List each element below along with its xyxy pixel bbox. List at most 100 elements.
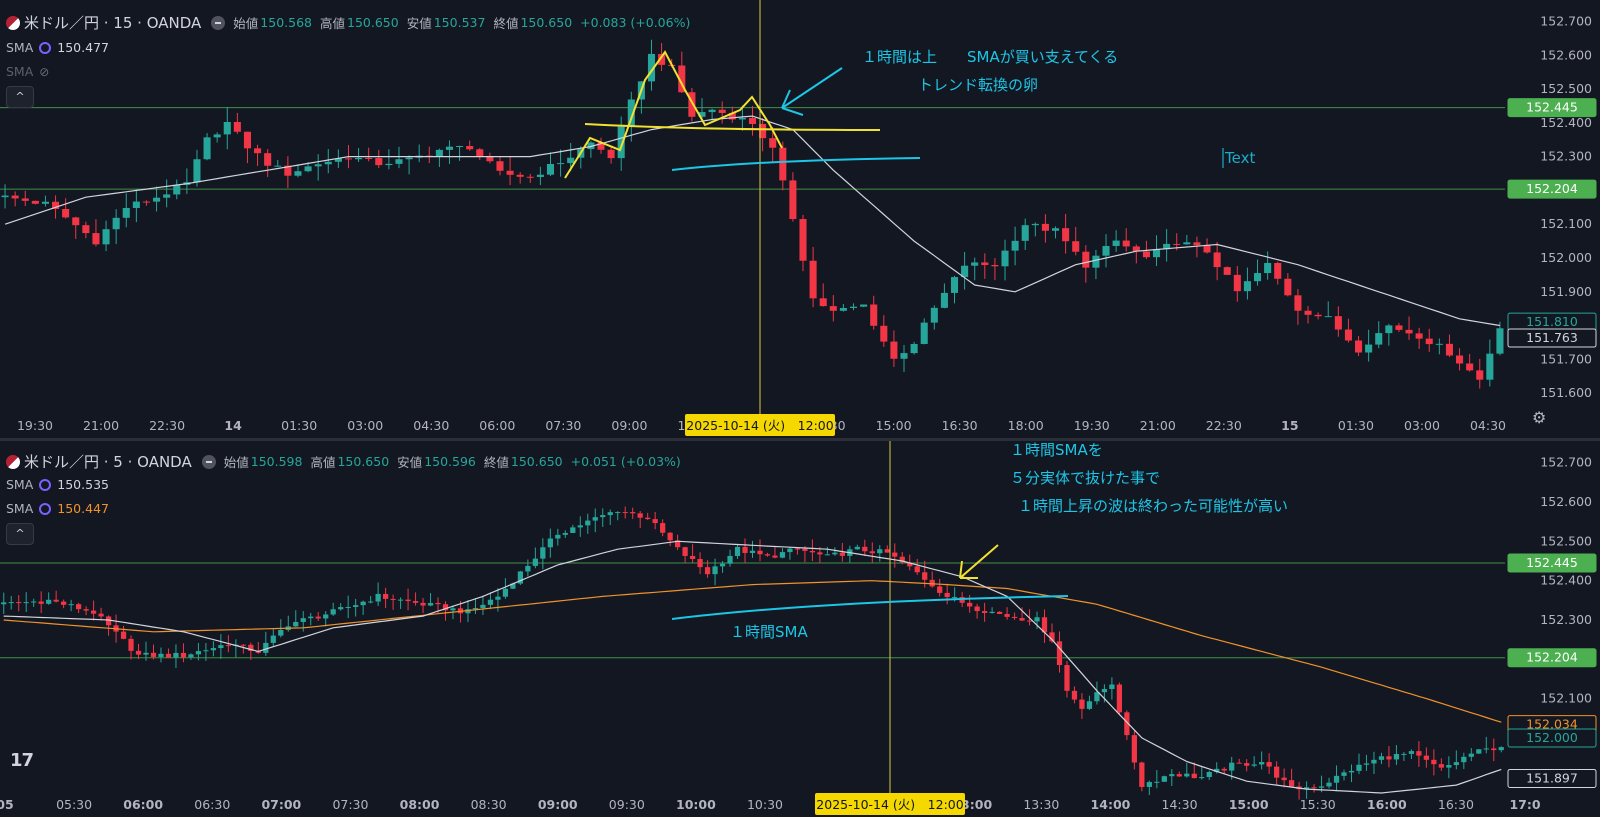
candle-body bbox=[506, 170, 514, 175]
price-tag-label: 152.445 bbox=[1526, 100, 1578, 115]
annotation-sma-line bbox=[671, 157, 921, 171]
symbol-title[interactable]: 米ドル／円 · 15 · OANDA bbox=[24, 14, 202, 32]
candle-body bbox=[532, 558, 538, 566]
indicator-sma-1[interactable]: SMA 150.535 bbox=[6, 477, 109, 492]
candle-body bbox=[375, 593, 381, 602]
candle-body bbox=[263, 642, 269, 653]
candle-chart-5m[interactable]: 152.700 152.600 152.500 152.400 152.300 152.1… bbox=[0, 441, 1600, 817]
candle-body bbox=[1206, 771, 1212, 778]
candle-body bbox=[502, 588, 509, 597]
collapse-legend-button[interactable]: ^ bbox=[6, 86, 34, 108]
change-value: +0.083 (+0.06%) bbox=[580, 15, 691, 30]
candle-body bbox=[1344, 329, 1352, 341]
candle-body bbox=[304, 166, 312, 172]
ohlc-close-value: 150.650 bbox=[510, 454, 563, 469]
candle-body bbox=[779, 147, 787, 181]
candle-body bbox=[1161, 776, 1167, 782]
y-tick-label: 152.400 bbox=[1540, 573, 1592, 588]
x-tick-label: 18:00 bbox=[1008, 418, 1044, 433]
candle-body bbox=[862, 546, 868, 552]
indicator-sma-1[interactable]: SMA 150.477 bbox=[6, 40, 109, 55]
candle-body bbox=[869, 551, 875, 554]
candle-body bbox=[1072, 241, 1080, 252]
x-tick-label: 10:00 bbox=[676, 797, 716, 812]
candle-body bbox=[570, 527, 576, 533]
candle-body bbox=[135, 650, 142, 655]
pane-divider[interactable] bbox=[0, 438, 1600, 441]
y-tick-label: 151.600 bbox=[1540, 385, 1592, 400]
candle-body bbox=[562, 532, 568, 535]
candle-body bbox=[940, 292, 948, 308]
candle-body bbox=[442, 604, 449, 611]
candle-body bbox=[1011, 616, 1018, 618]
indicator-value: 150.477 bbox=[57, 40, 109, 55]
tradingview-logo-icon[interactable]: 17 bbox=[10, 750, 34, 771]
more-options-icon[interactable] bbox=[201, 454, 216, 469]
price-axis bbox=[1505, 441, 1600, 817]
x-tick-label: 08:00 bbox=[400, 797, 440, 812]
eye-hidden-icon[interactable]: ⊘ bbox=[39, 64, 50, 79]
candle-body bbox=[315, 616, 321, 619]
candle-body bbox=[809, 550, 816, 553]
candle-body bbox=[480, 604, 486, 609]
x-tick-label: 16:00 bbox=[1367, 797, 1407, 812]
candle-body bbox=[360, 601, 366, 606]
candle-body bbox=[757, 550, 763, 555]
x-tick-label: 06:00 bbox=[123, 797, 163, 812]
candle-body bbox=[1122, 240, 1130, 247]
candle-body bbox=[293, 621, 299, 627]
candle-body bbox=[688, 92, 696, 117]
sma-settings-icon[interactable] bbox=[39, 478, 52, 491]
sma-orange-line bbox=[3, 580, 1502, 723]
candle-body bbox=[910, 343, 918, 354]
more-options-icon[interactable] bbox=[211, 15, 226, 30]
candle-body bbox=[75, 604, 82, 610]
sma-settings-icon[interactable] bbox=[39, 41, 52, 54]
candle-body bbox=[1363, 763, 1370, 765]
candle-body bbox=[1476, 370, 1484, 380]
settings-gear-icon[interactable]: ⚙ bbox=[1532, 408, 1547, 427]
candle-body bbox=[1405, 329, 1413, 334]
candle-body bbox=[405, 599, 411, 602]
candle-body bbox=[1011, 240, 1019, 251]
x-tick-label: 01:30 bbox=[281, 418, 317, 433]
candle-body bbox=[1311, 787, 1317, 789]
indicator-sma-2[interactable]: SMA 150.447 bbox=[6, 501, 109, 516]
candle-body bbox=[547, 538, 553, 548]
candle-chart-15m[interactable]: 152.700 152.600 152.500 152.400 152.300 152.2… bbox=[0, 0, 1600, 438]
legend-header: 米ドル／円 · 15 · OANDA 始値 150.568 高値 150.650 安… bbox=[6, 12, 698, 33]
chart-pane-5m[interactable]: 152.700 152.600 152.500 152.400 152.300 152.1… bbox=[0, 441, 1600, 817]
candle-body bbox=[1154, 781, 1160, 783]
candle-body bbox=[395, 159, 403, 164]
chart-pane-15m[interactable]: 152.700 152.600 152.500 152.400 152.300 152.2… bbox=[0, 0, 1600, 438]
candle-body bbox=[1233, 274, 1241, 292]
candle-body bbox=[517, 571, 524, 584]
ohlc-high-label: 高値 bbox=[320, 16, 346, 31]
candle-body bbox=[1004, 613, 1010, 617]
indicator-sma-2[interactable]: SMA ⊘ bbox=[6, 64, 49, 79]
candle-body bbox=[496, 161, 504, 171]
candle-body bbox=[1199, 777, 1205, 779]
candle-body bbox=[1415, 333, 1423, 339]
symbol-title[interactable]: 米ドル／円 · 5 · OANDA bbox=[24, 453, 192, 471]
collapse-legend-button[interactable]: ^ bbox=[6, 523, 34, 545]
ohlc-high-value: 150.650 bbox=[347, 15, 399, 30]
candle-body bbox=[68, 604, 74, 606]
candle-body bbox=[1243, 281, 1251, 292]
candle-body bbox=[1431, 759, 1437, 765]
y-tick-label: 152.500 bbox=[1540, 81, 1592, 96]
candle-body bbox=[1169, 774, 1175, 777]
x-tick-label: 13:30 bbox=[1023, 797, 1059, 812]
candle-body bbox=[1294, 295, 1302, 311]
candle-body bbox=[1223, 267, 1231, 275]
candle-body bbox=[967, 602, 973, 607]
candle-body bbox=[860, 304, 868, 307]
ohlc-open-value: 150.568 bbox=[260, 15, 312, 30]
y-tick-label: 152.600 bbox=[1540, 494, 1592, 509]
y-tick-label: 152.300 bbox=[1540, 149, 1592, 164]
candle-body bbox=[112, 217, 120, 230]
candle-body bbox=[794, 548, 801, 550]
candle-body bbox=[274, 165, 282, 167]
sma-settings-icon[interactable] bbox=[39, 502, 52, 515]
candle-body bbox=[1438, 764, 1444, 768]
